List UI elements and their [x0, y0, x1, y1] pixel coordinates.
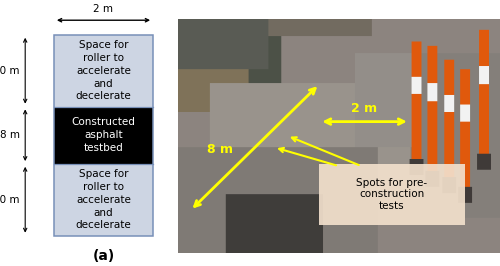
Text: Space for
roller to
accelerate
and
decelerate: Space for roller to accelerate and decel…	[76, 169, 132, 230]
Text: 2 m: 2 m	[352, 102, 378, 115]
Bar	[54, 35, 153, 107]
Text: 10 m: 10 m	[0, 195, 20, 205]
Text: 8 m: 8 m	[206, 143, 233, 156]
Text: Constructed
asphalt
testbed: Constructed asphalt testbed	[72, 117, 136, 153]
Text: Space for
roller to
accelerate
and
decelerate: Space for roller to accelerate and decel…	[76, 40, 132, 101]
Text: 8 m: 8 m	[0, 130, 20, 140]
FancyBboxPatch shape	[320, 164, 464, 225]
Text: 2 m: 2 m	[94, 4, 114, 14]
Text: (a): (a)	[92, 249, 114, 263]
Bar	[54, 35, 153, 236]
Bar	[54, 107, 153, 164]
Text: Spots for pre-
construction
tests: Spots for pre- construction tests	[356, 178, 428, 211]
Bar	[54, 164, 153, 236]
Text: 10 m: 10 m	[0, 66, 20, 76]
